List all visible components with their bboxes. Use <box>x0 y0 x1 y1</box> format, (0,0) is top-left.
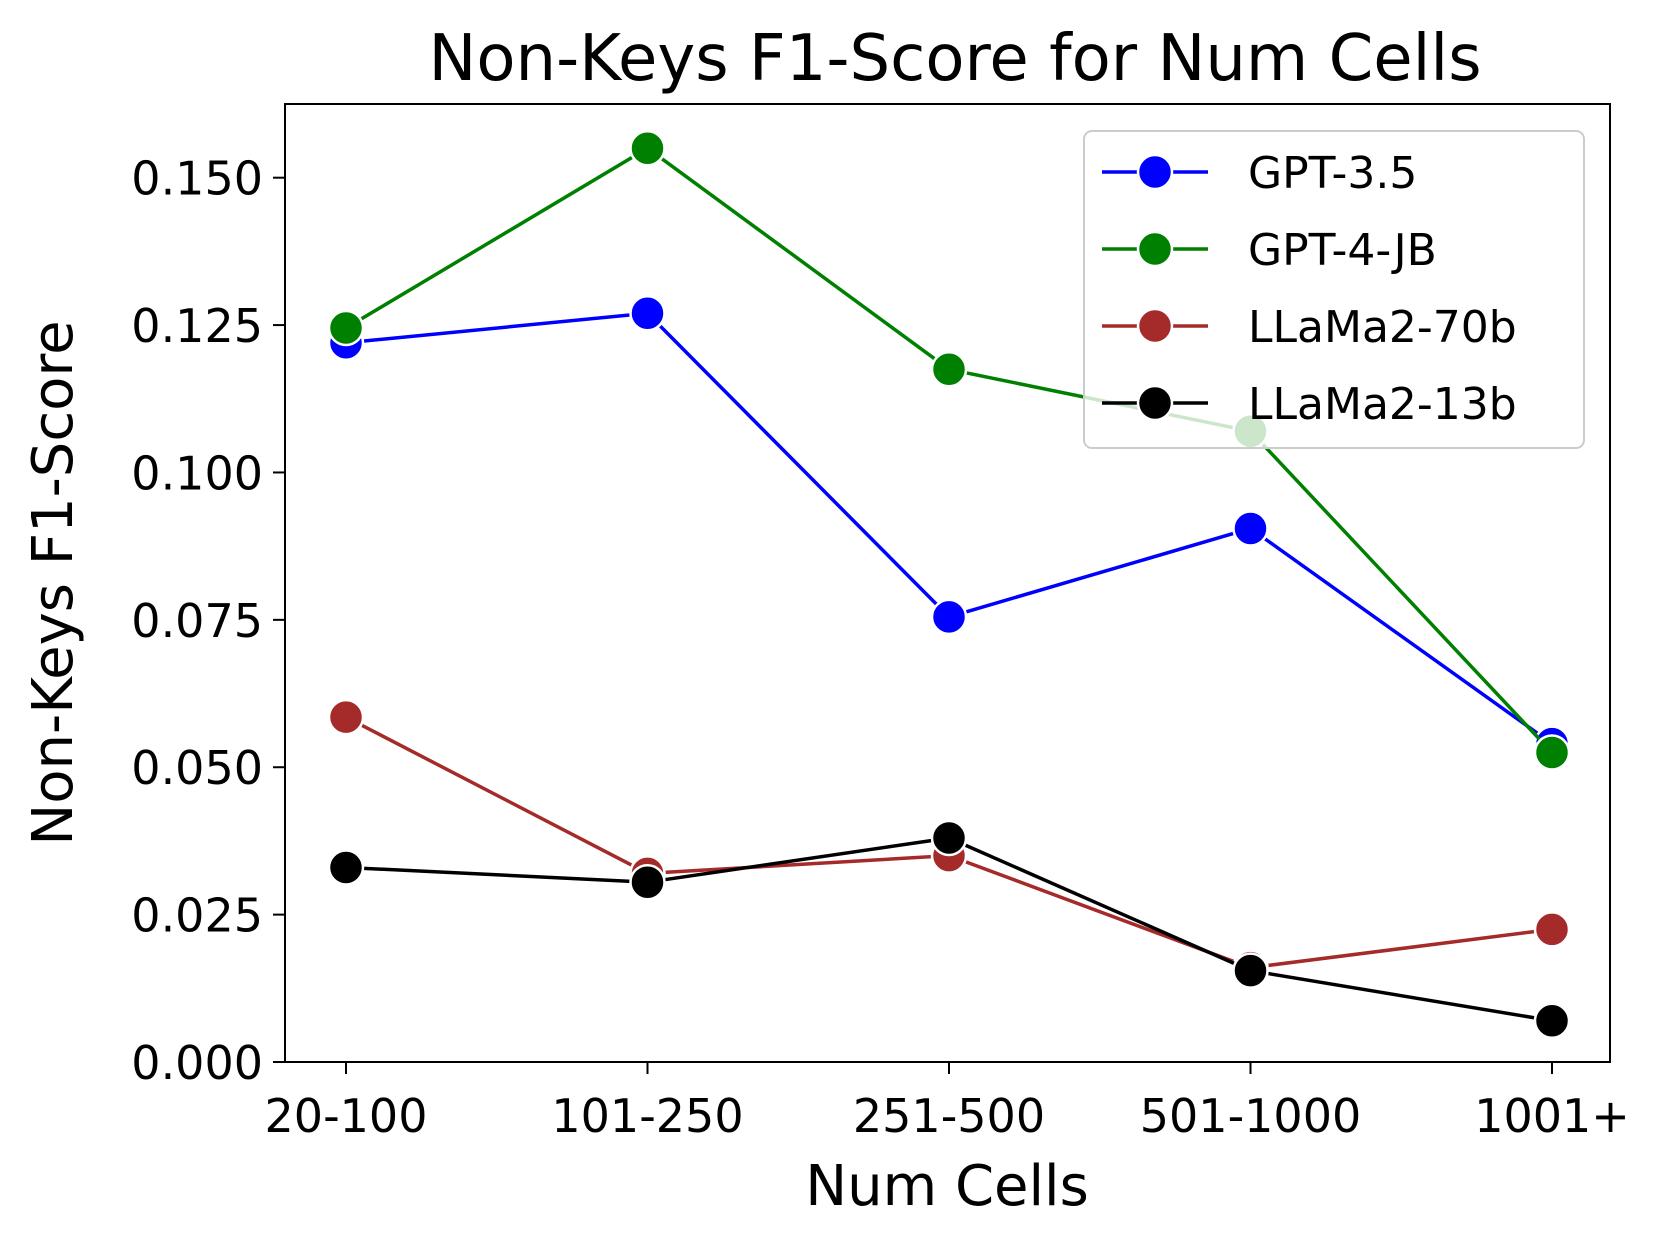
legend-entry: LLaMa2-13b <box>1102 379 1517 430</box>
y-tick-label: 0.100 <box>131 446 263 500</box>
legend: GPT-3.5 GPT-4-JB LLaMa2-70b LLaMa2-13b <box>1083 130 1585 449</box>
data-point <box>1533 734 1571 771</box>
x-axis: 20-100 101-250 251-500 501-1000 1001+ <box>265 1062 1630 1143</box>
legend-frame <box>1083 130 1585 449</box>
series-gpt-3-5 <box>327 295 1571 762</box>
x-tick-label: 20-100 <box>265 1089 428 1143</box>
data-point <box>930 598 968 636</box>
y-axis: 0.000 0.025 0.050 0.075 0.100 0.125 0.150 <box>131 152 285 1090</box>
data-point <box>1232 510 1269 547</box>
legend-entry: GPT-4-JB <box>1102 225 1437 276</box>
data-point <box>1533 1002 1571 1039</box>
legend-label: GPT-3.5 <box>1248 148 1417 199</box>
y-tick-label: 0.075 <box>131 594 263 648</box>
data-point <box>327 698 365 736</box>
series-llama2-13b <box>327 819 1571 1039</box>
data-point <box>930 819 968 857</box>
y-tick-label: 0.150 <box>131 152 263 206</box>
legend-marker <box>1136 153 1174 191</box>
legend-entry: GPT-3.5 <box>1102 148 1417 199</box>
series-layer <box>327 129 1571 1039</box>
y-tick-label: 0.050 <box>131 741 263 795</box>
data-point <box>629 129 666 167</box>
legend-entry: LLaMa2-70b <box>1102 302 1517 353</box>
x-tick-label: 1001+ <box>1474 1089 1630 1143</box>
y-tick-label: 0.000 <box>131 1036 263 1090</box>
x-axis-label: Num Cells <box>805 1154 1089 1219</box>
x-tick-label: 251-500 <box>853 1089 1045 1143</box>
legend-label: LLaMa2-13b <box>1248 379 1517 430</box>
x-tick-label: 501-1000 <box>1140 1089 1361 1143</box>
data-point <box>629 863 666 901</box>
data-point <box>1232 952 1269 989</box>
data-point <box>327 309 365 347</box>
legend-label: LLaMa2-70b <box>1248 302 1517 353</box>
x-tick-label: 101-250 <box>551 1089 743 1143</box>
y-tick-label: 0.125 <box>131 299 263 353</box>
y-tick-label: 0.025 <box>131 889 263 943</box>
legend-marker <box>1136 384 1174 422</box>
data-point <box>327 849 365 886</box>
plot-area-frame <box>284 103 1611 1063</box>
chart-title: Non-Keys F1-Score for Num Cells <box>428 22 1481 96</box>
legend-label: GPT-4-JB <box>1248 225 1437 276</box>
data-point <box>930 351 968 388</box>
data-point <box>629 295 666 332</box>
legend-marker <box>1136 307 1174 345</box>
y-axis-label: Non-Keys F1-Score <box>21 320 86 845</box>
legend-marker <box>1136 230 1174 268</box>
data-point <box>1533 911 1571 948</box>
